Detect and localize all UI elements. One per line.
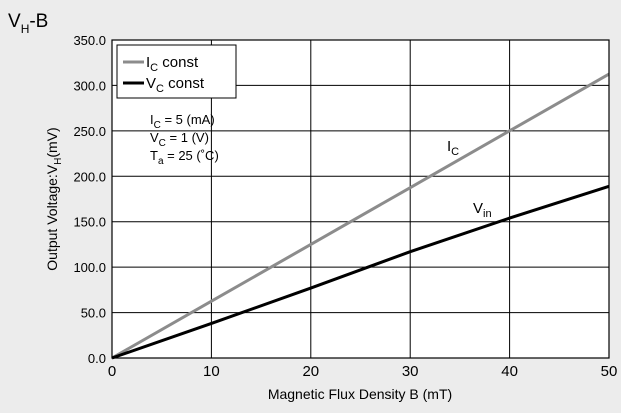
legend-box [116,44,237,99]
x-tick-label: 40 [501,363,518,380]
condition-ic: IC = 5 (mA) [150,112,215,131]
tick-labels: 0 10 20 30 40 50 0.0 50.0 100.0 150.0 200.0 250.0 30… [73,33,617,380]
conditions: IC = 5 (mA) VC = 1 (V) Ta = 25 (˚C) [150,112,219,167]
x-tick-label: 50 [601,363,618,380]
chart-title-subscript: H [21,22,30,36]
x-axis-label: Magnetic Flux Density B (mT) [268,386,452,402]
y-tick-label: 0.0 [88,351,106,366]
y-tick-label: 100.0 [73,260,106,275]
condition-ta: Ta = 25 (˚C) [150,148,219,167]
annotation-vin: Vin [473,200,492,220]
y-tick-label: 150.0 [73,215,106,230]
series-line-ic-const [111,72,610,360]
chart-title-suffix: -B [29,11,48,32]
y-tick-label: 300.0 [73,78,106,93]
y-axis-label: Output Voltage:VH(mV) [44,127,64,270]
legend-label-ic: IC const [146,54,199,74]
y-tick-label: 200.0 [73,169,106,184]
x-tick-label: 0 [108,363,116,380]
chart-title: VH-B [8,11,48,36]
legend-label-vc: VC const [146,75,205,95]
condition-vc: VC = 1 (V) [150,130,209,149]
y-tick-label: 350.0 [73,33,106,48]
x-tick-label: 10 [203,363,220,380]
y-tick-label: 50.0 [81,306,106,321]
series-line-vc-const [111,184,610,360]
y-tick-label: 250.0 [73,124,106,139]
y-axis-label-suffix: (mV) [44,127,60,157]
x-tick-label: 20 [302,363,319,380]
x-tick-label: 30 [402,363,419,380]
series-lines [111,72,610,360]
legend: IC const VC const [116,44,237,99]
y-axis-label-subscript: H [53,158,64,165]
plot-frame [111,39,610,359]
annotation-ic: IC [447,138,459,158]
